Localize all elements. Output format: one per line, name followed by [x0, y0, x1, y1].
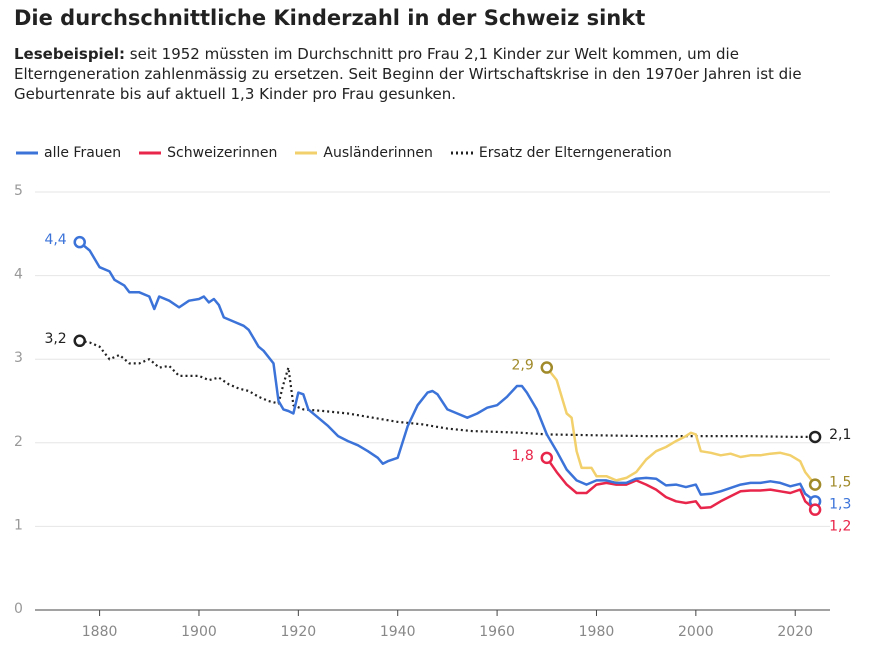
y-tick-label: 2	[14, 434, 23, 450]
subtitle-label: Lesebeispiel:	[14, 45, 126, 63]
chart-title: Die durchschnittliche Kinderzahl in der …	[14, 6, 646, 30]
legend-item: Ausländerinnen	[295, 145, 433, 161]
annotation: 1,3	[829, 497, 851, 513]
x-tick-label: 1920	[281, 624, 317, 640]
legend-label: alle Frauen	[44, 145, 122, 161]
series-line	[78, 241, 816, 503]
end-marker	[540, 451, 554, 465]
series-line	[545, 366, 817, 486]
x-tick-label: 1900	[181, 624, 217, 640]
annotation: 1,8	[512, 448, 534, 464]
x-tick-label: 2000	[678, 624, 714, 640]
legend-item: alle Frauen	[16, 145, 121, 161]
annotation: 2,1	[829, 427, 851, 443]
x-tick-label: 1940	[380, 624, 416, 640]
legend-label: Schweizerinnen	[167, 145, 278, 161]
end-marker	[73, 334, 86, 348]
legend-swatch	[16, 151, 38, 155]
annotation: 1,5	[829, 475, 851, 491]
legend-item: Ersatz der Elterngeneration	[450, 145, 672, 161]
annotation: 1,2	[829, 519, 851, 535]
legend-swatch	[139, 151, 162, 155]
x-tick-label: 1880	[82, 624, 118, 640]
annotation: 3,2	[44, 331, 66, 347]
subtitle-text: seit 1952 müssten im Durchschnitt pro Fr…	[14, 45, 802, 103]
y-tick-label: 3	[14, 350, 23, 366]
annotation: 2,9	[512, 358, 534, 374]
legend-swatch	[450, 151, 473, 155]
legend-item: Schweizerinnen	[139, 145, 277, 161]
x-tick-label: 1960	[479, 624, 515, 640]
y-tick-label: 1	[14, 517, 23, 533]
subtitle: Lesebeispiel: seit 1952 müssten im Durch…	[14, 44, 859, 104]
end-marker	[540, 361, 554, 374]
legend-swatch	[295, 151, 318, 155]
y-tick-label: 5	[14, 183, 23, 199]
x-tick-label: 1980	[579, 624, 615, 640]
y-tick-label: 4	[14, 267, 23, 283]
series-line	[545, 457, 816, 511]
end-marker	[808, 430, 822, 444]
x-tick-label: 2020	[777, 624, 813, 640]
legend-label: Ersatz der Elterngeneration	[478, 145, 672, 161]
legend: alle Frauen Schweizerinnen Ausländerinnen E…	[16, 145, 672, 161]
annotation: 4,4	[44, 232, 66, 248]
legend-label: Ausländerinnen	[323, 145, 433, 161]
series-line	[79, 339, 816, 438]
header: Die durchschnittliche Kinderzahl in der …	[14, 6, 859, 104]
y-tick-label: 0	[14, 601, 23, 617]
end-marker	[808, 503, 822, 516]
end-marker	[808, 478, 822, 491]
end-marker	[73, 235, 86, 249]
